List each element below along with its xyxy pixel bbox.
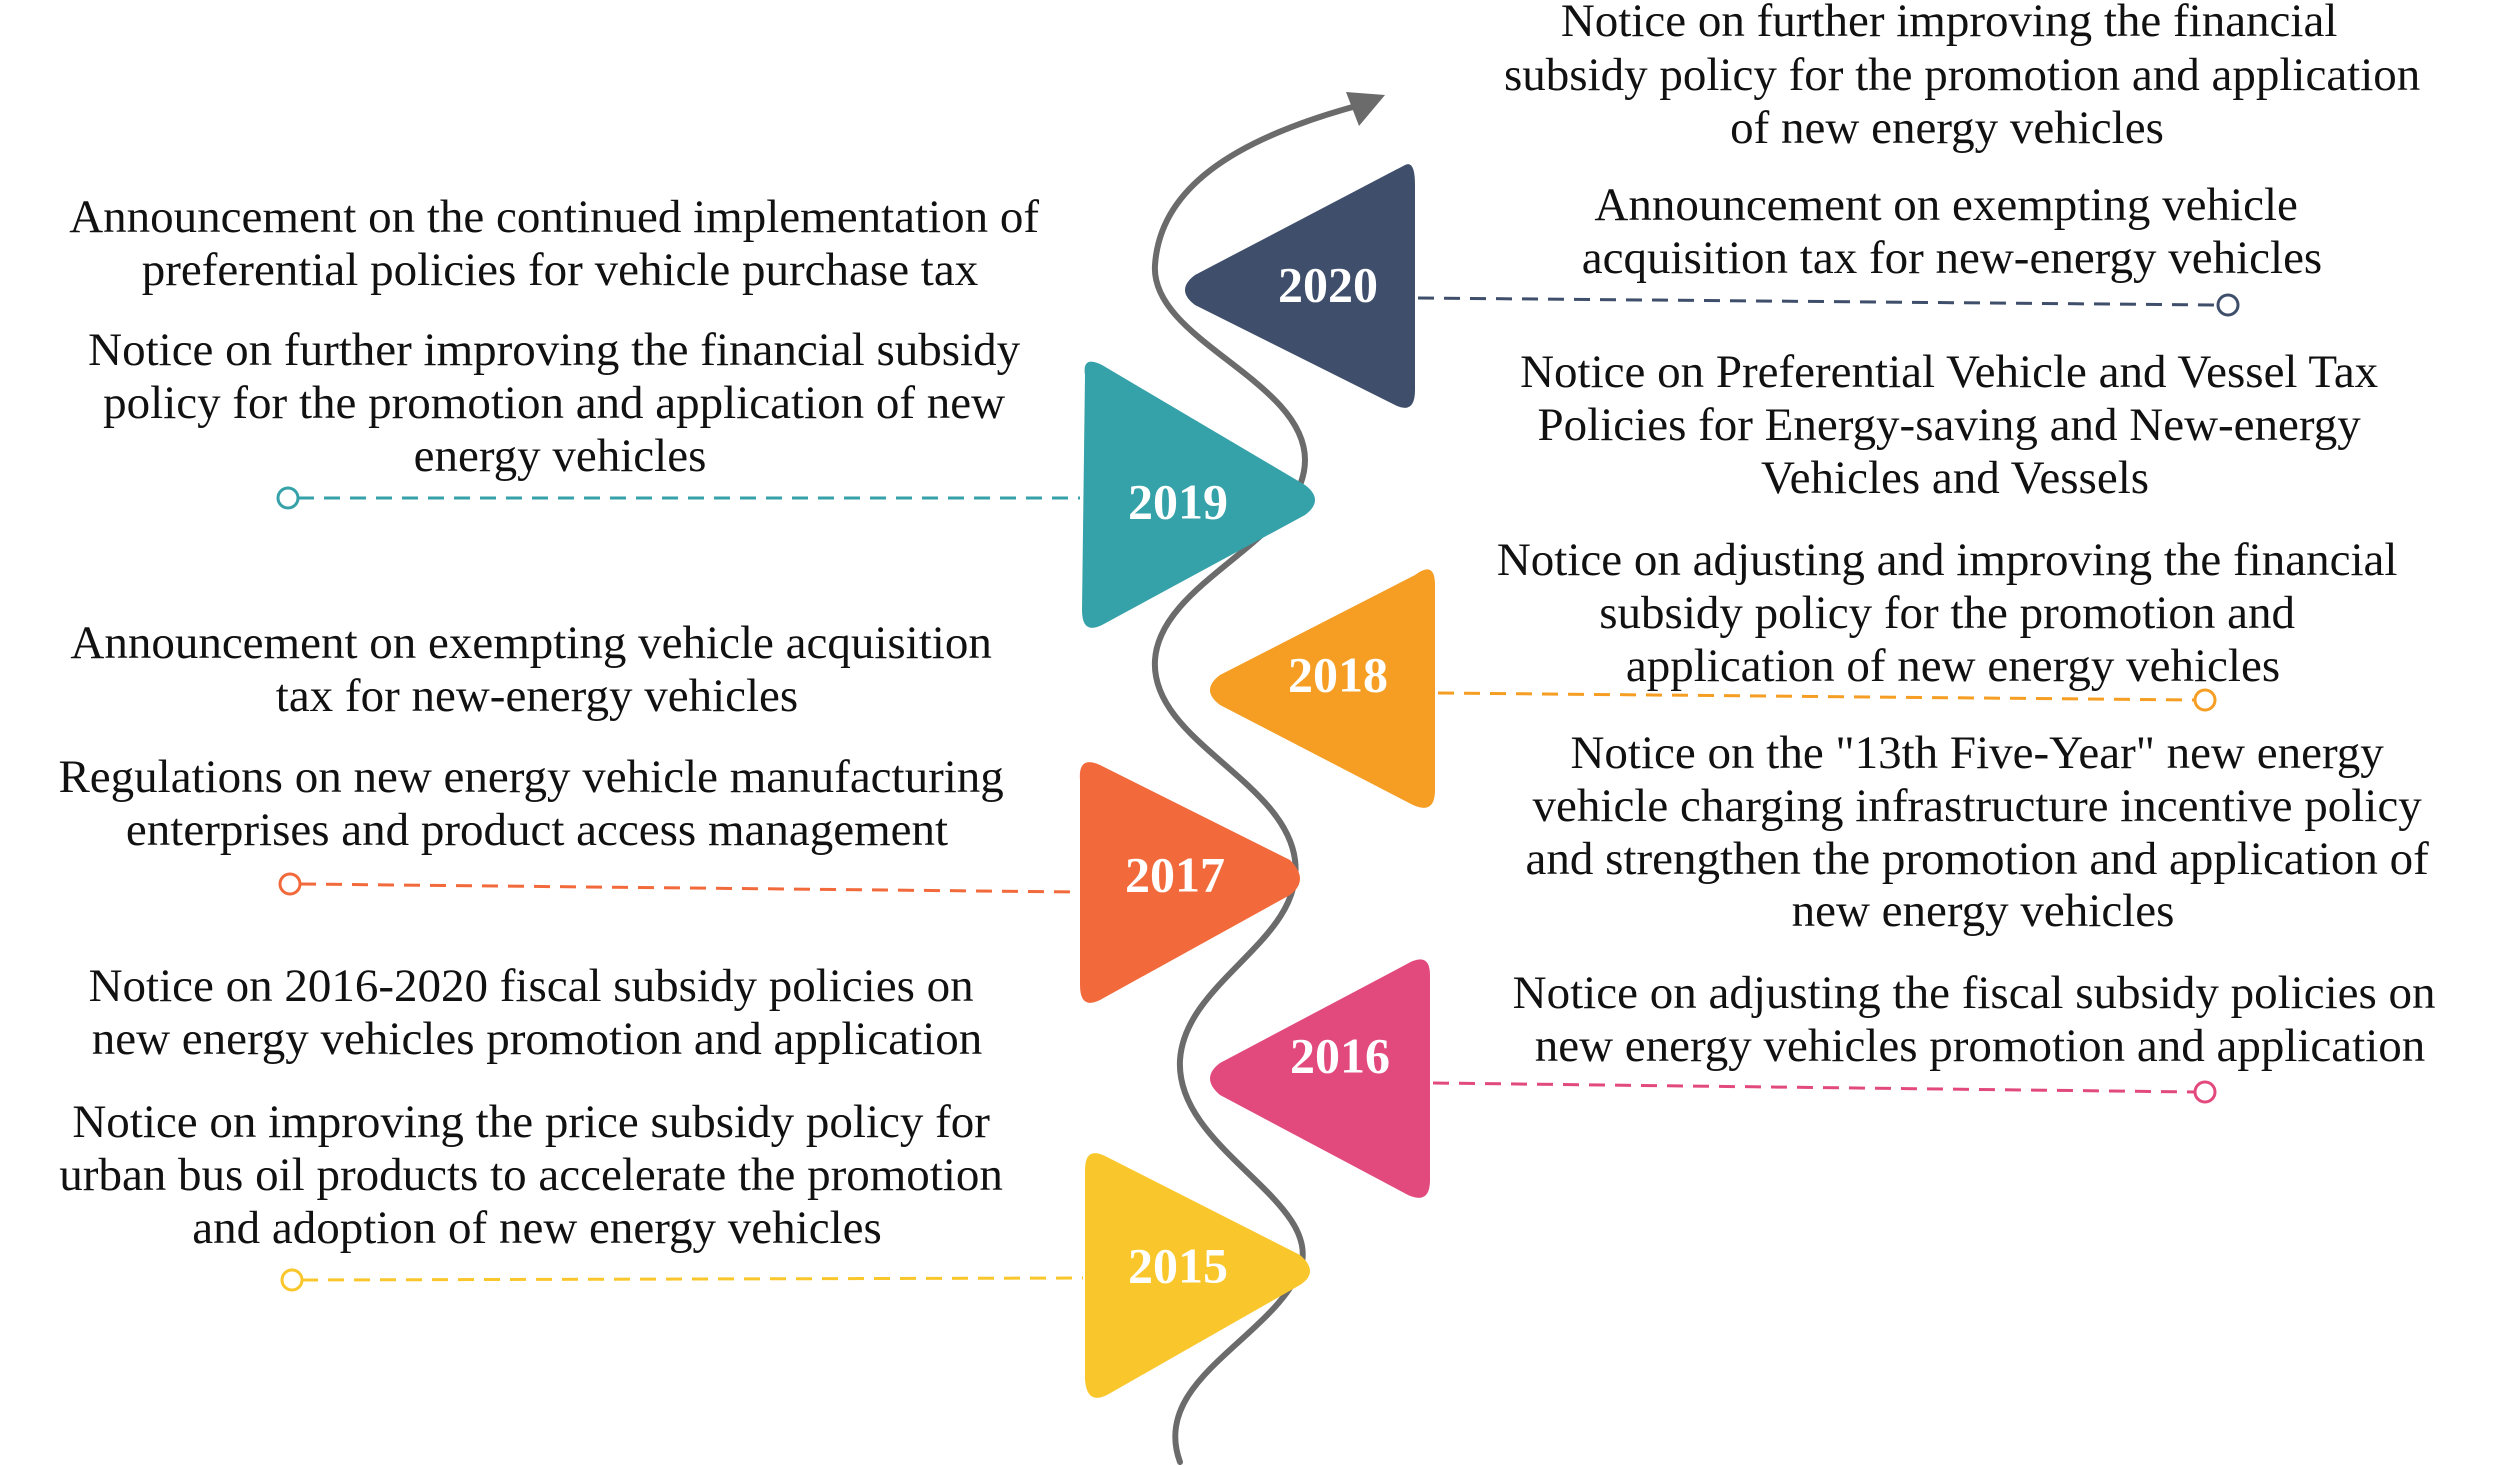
triangle-right-icon [1082, 361, 1315, 628]
note-left-2020: Announcement on the continued implementa… [69, 191, 1051, 296]
triangle-left-icon [1210, 959, 1430, 1198]
year-marker-2020: 2020 [1185, 164, 1415, 408]
connector-right-2016 [1432, 1080, 2217, 1104]
note-left-2018: Announcement on exempting vehicle acquis… [70, 617, 1003, 722]
year-marker-2019: 2019 [1082, 361, 1315, 628]
note-right-2020: Announcement on exempting vehicle acquis… [1582, 179, 2322, 284]
year-marker-2015: 2015 [1085, 1153, 1310, 1398]
connector-end-dot [278, 872, 302, 896]
connector-end-dot [280, 1268, 304, 1292]
note-right-2018: Notice on adjusting and improving the fi… [1497, 534, 2409, 692]
year-label-2020: 2020 [1278, 256, 1378, 312]
year-label-2016: 2016 [1290, 1027, 1390, 1083]
connector-right-2018 [1437, 688, 2217, 712]
note-right-2019: Notice on Preferential Vehicle and Vesse… [1520, 346, 2390, 504]
note-left-2016: Notice on 2016-2020 fiscal subsidy polic… [89, 960, 986, 1065]
connector-end-dot [2193, 1080, 2217, 1104]
year-marker-2017: 2017 [1079, 762, 1300, 1003]
connector-left-2015 [280, 1268, 1084, 1292]
connector-end-dot [2216, 293, 2240, 317]
year-label-2017: 2017 [1125, 846, 1225, 902]
connector-left-2019 [276, 486, 1080, 510]
connector-left-2017 [278, 872, 1079, 896]
year-label-2015: 2015 [1128, 1237, 1228, 1293]
note-left-2019: Notice on further improving the financia… [88, 324, 1032, 482]
note-right-2017: Notice on the "13th Five-Year" new energ… [1526, 727, 2441, 937]
year-marker-2016: 2016 [1210, 959, 1430, 1198]
triangle-right-icon [1085, 1153, 1310, 1398]
year-marker-2018: 2018 [1210, 569, 1435, 808]
connector-end-dot [2193, 688, 2217, 712]
year-label-2019: 2019 [1128, 473, 1228, 529]
note-right-2016: Notice on adjusting the fiscal subsidy p… [1513, 967, 2448, 1072]
note-left-2017: Regulations on new energy vehicle manufa… [58, 751, 1015, 856]
note-left-2015: Notice on improving the price subsidy po… [59, 1096, 1014, 1254]
connector-end-dot [276, 486, 300, 510]
triangle-left-icon [1185, 164, 1415, 408]
note-right-top: Notice on further improving the financia… [1504, 0, 2432, 154]
year-label-2018: 2018 [1288, 646, 1388, 702]
timeline-arrow-head [1346, 92, 1385, 126]
triangle-right-icon [1079, 762, 1300, 1003]
timeline-road [1151, 102, 1363, 1465]
connector-right-2020 [1417, 293, 2240, 317]
triangle-left-icon [1210, 569, 1435, 808]
